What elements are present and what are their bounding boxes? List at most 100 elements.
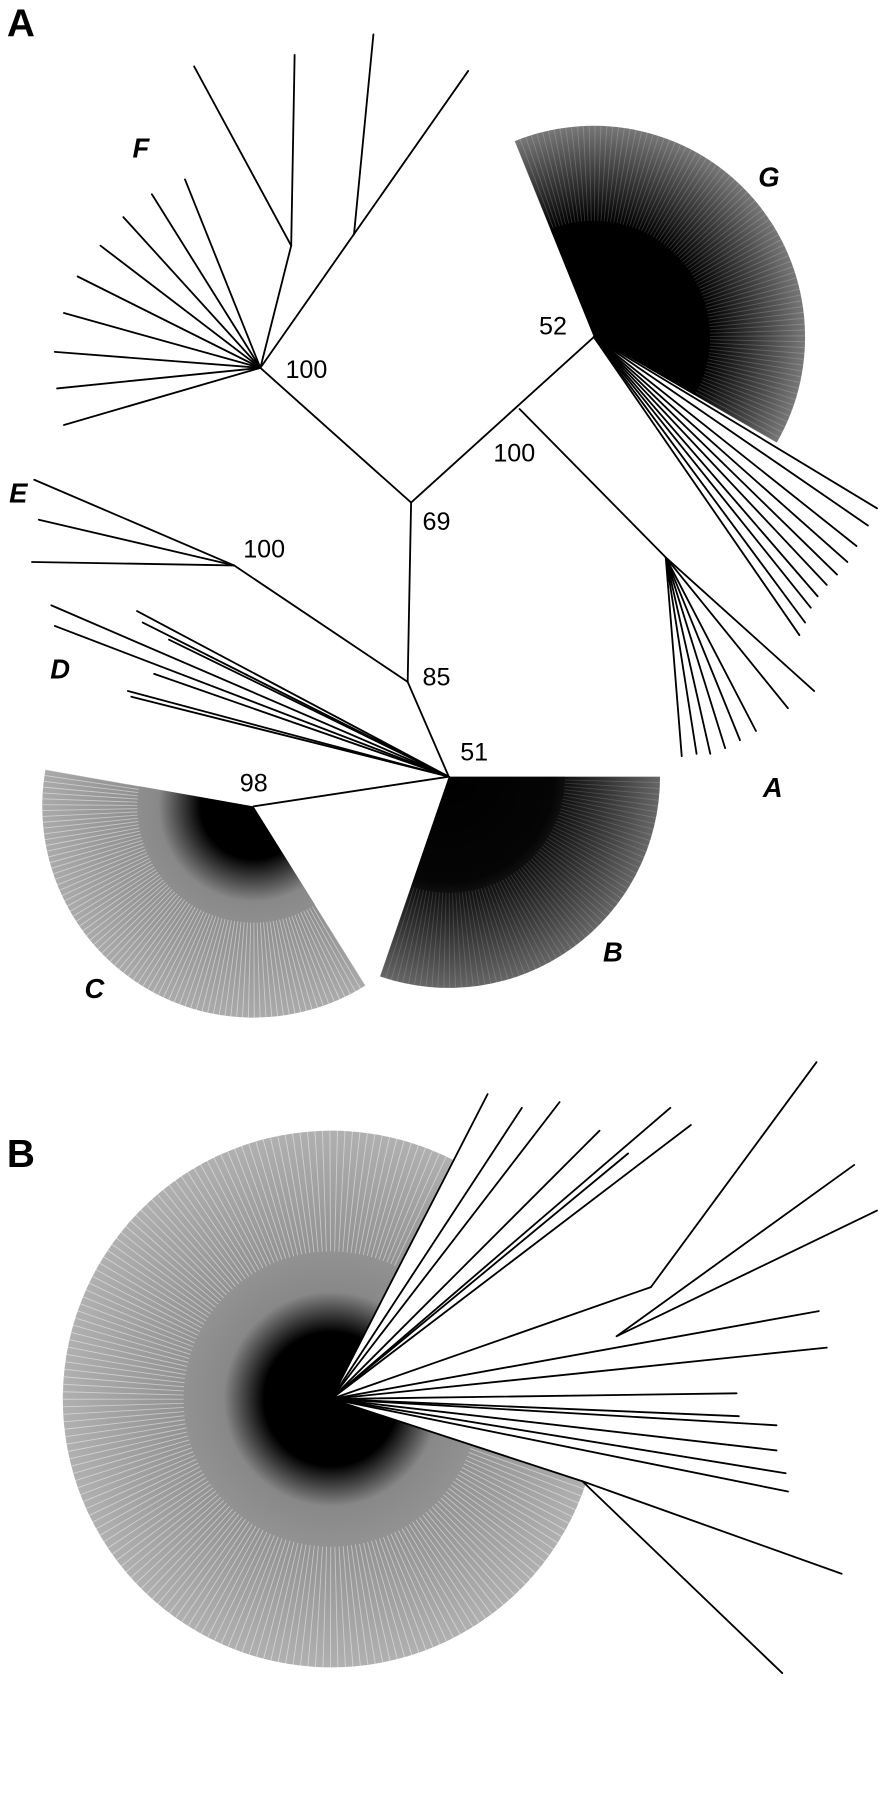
- collapsed-leaf: [132, 901, 188, 981]
- panel-b-leaf: [330, 1398, 789, 1493]
- panel-b-fan: [62, 1130, 587, 1668]
- collapsed-leaf: [259, 922, 267, 1018]
- collapsed-leaf: [42, 804, 138, 806]
- collapsed-leaf: [480, 888, 509, 980]
- panel-b-leaf: [330, 1392, 738, 1400]
- clade-f-leaf: [99, 244, 262, 369]
- collapsed-leaf: [415, 1519, 486, 1619]
- panel-b-leaf: [330, 1310, 820, 1400]
- collapsed-leaf: [525, 136, 557, 228]
- collapsed-leaf: [116, 1487, 214, 1561]
- collapsed-leaf: [49, 836, 142, 864]
- collapsed-leaf: [378, 1145, 419, 1260]
- panel-b-leaf: [330, 1346, 828, 1400]
- clade-e-leaf: [37, 518, 236, 567]
- collapsed-leaf: [207, 919, 229, 1013]
- collapsed-leaf: [322, 1546, 328, 1668]
- collapsed-leaf: [43, 780, 139, 794]
- collapsed-leaf: [300, 1545, 315, 1666]
- collapsed-leaf: [704, 271, 796, 302]
- collapsed-leaf: [248, 1539, 287, 1655]
- collapsed-leaf: [306, 1131, 319, 1253]
- panel-b-leaf: [330, 1398, 787, 1475]
- collapsed-leaf: [294, 914, 330, 1004]
- clade-g-leaf: [592, 336, 812, 609]
- collapsed-leaf: [42, 814, 138, 823]
- collapsed-leaf: [702, 260, 792, 296]
- collapsed-leaf: [467, 1455, 579, 1504]
- collapsed-leaf: [670, 179, 736, 251]
- collapsed-leaf: [43, 817, 138, 829]
- collapsed-leaf: [696, 239, 782, 284]
- collapsed-leaf: [412, 1521, 480, 1624]
- collapsed-leaf: [125, 1493, 219, 1573]
- clade-d-leaf: [153, 672, 450, 778]
- collapsed-leaf: [504, 877, 552, 962]
- collapsed-leaf: [564, 779, 660, 784]
- collapsed-leaf: [346, 1132, 361, 1253]
- collapsed-leaf: [45, 769, 140, 787]
- collapsed-leaf: [680, 195, 752, 260]
- collapsed-leaf: [220, 1533, 272, 1644]
- collapsed-leaf: [272, 920, 290, 1015]
- collapsed-leaf: [279, 919, 302, 1013]
- collapsed-leaf: [610, 127, 625, 223]
- collapsed-leaf: [282, 918, 307, 1011]
- branch: [259, 366, 413, 504]
- collapsed-leaf: [269, 1137, 299, 1256]
- collapsed-leaf: [382, 1536, 427, 1651]
- collapsed-leaf: [88, 1282, 199, 1336]
- clade-d-leaf: [50, 604, 450, 778]
- collapsed-leaf: [530, 135, 560, 227]
- collapsed-leaf: [709, 317, 805, 328]
- collapsed-leaf: [306, 909, 351, 995]
- collapsed-leaf: [51, 839, 143, 869]
- collapsed-leaf: [297, 913, 335, 1002]
- collapsed-leaf: [147, 906, 196, 990]
- collapsed-leaf: [448, 1487, 546, 1562]
- collapsed-leaf: [413, 891, 431, 986]
- collapsed-leaf: [708, 352, 804, 366]
- clade-label-e: E: [9, 478, 28, 509]
- collapsed-leaf: [703, 266, 794, 299]
- collapsed-leaf: [562, 798, 657, 819]
- collapsed-leaf: [190, 917, 220, 1009]
- collapsed-leaf: [262, 1139, 295, 1257]
- collapsed-leaf: [187, 1523, 253, 1627]
- collapsed-leaf: [75, 869, 157, 922]
- collapsed-leaf: [477, 888, 503, 982]
- collapsed-leaf: [53, 843, 144, 875]
- collapsed-leaf: [303, 910, 346, 998]
- collapsed-leaf: [255, 1141, 291, 1258]
- collapsed-leaf: [487, 886, 520, 977]
- collapsed-clade-fans: [42, 125, 806, 1668]
- collapsed-leaf: [465, 891, 480, 986]
- collapsed-leaf: [576, 126, 586, 222]
- panel-b-leaf: [330, 1398, 778, 1427]
- collapsed-leaf: [528, 860, 595, 931]
- collapsed-leaf: [284, 1134, 307, 1254]
- collapsed-leaf: [709, 345, 805, 354]
- collapsed-leaf: [641, 144, 682, 232]
- collapsed-leaf: [114, 893, 178, 966]
- collapsed-leaf: [263, 1541, 295, 1659]
- collapsed-leaf: [71, 1331, 189, 1363]
- collapsed-leaf: [248, 1143, 287, 1259]
- collapsed-leaf: [709, 335, 806, 337]
- collapsed-leaf: [513, 872, 567, 953]
- panel-b-leaf: [615, 1209, 878, 1338]
- collapsed-leaf: [619, 131, 643, 224]
- panel-b-fan-sector: [62, 1130, 587, 1668]
- clade-f-leaf: [150, 193, 262, 369]
- collapsed-leaf: [241, 1538, 283, 1653]
- collapsed-leaf: [44, 824, 139, 841]
- collapsed-leaf: [483, 887, 515, 978]
- collapsed-leaf: [85, 1289, 197, 1340]
- collapsed-leaf: [428, 1509, 510, 1601]
- collapsed-leaf: [92, 1466, 201, 1523]
- collapsed-leaf: [62, 1402, 184, 1408]
- collapsed-leaf: [103, 1477, 207, 1543]
- collapsed-leaf: [137, 903, 191, 984]
- collapsed-leaf: [220, 1154, 271, 1265]
- collapsed-leaf: [103, 1256, 207, 1322]
